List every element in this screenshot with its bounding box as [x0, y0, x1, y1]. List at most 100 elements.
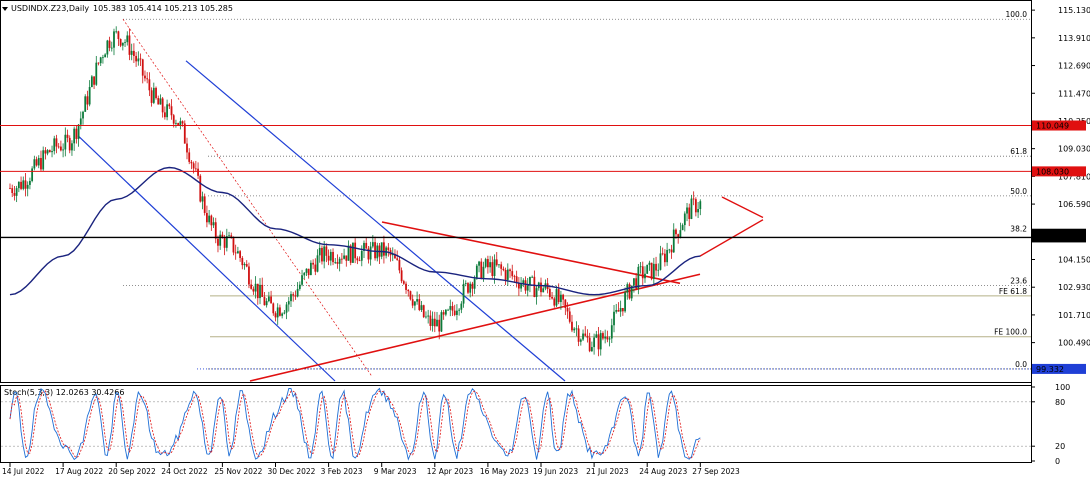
ohlc-label: 105.383 105.414 105.213 105.285	[93, 4, 233, 13]
candle-body	[363, 242, 365, 251]
candle-body	[163, 112, 166, 118]
candle-body	[79, 118, 82, 125]
candle-body	[590, 347, 593, 352]
candle-body	[146, 78, 149, 80]
candle-body	[690, 198, 693, 219]
candle-body	[225, 236, 228, 248]
time-tick-label: 24 Aug 2023	[639, 467, 687, 476]
candle-body	[493, 259, 496, 277]
price-marker-box	[1032, 166, 1086, 177]
candle-body	[429, 315, 432, 326]
candle-body	[517, 283, 520, 289]
candle-body	[135, 55, 138, 62]
candle-body	[356, 258, 359, 261]
candle-body	[254, 283, 257, 292]
candle-body	[230, 235, 233, 237]
price-tick-label: 113.910	[1058, 34, 1090, 43]
fib-level-label: 23.6	[1010, 277, 1027, 286]
candle-body	[568, 311, 571, 322]
candle-body	[276, 307, 279, 318]
time-tick-label: 14 Jul 2022	[2, 467, 45, 476]
channel-upper-line[interactable]	[185, 60, 566, 382]
candle-body	[498, 264, 500, 266]
candle-body	[172, 115, 175, 124]
candle-body	[20, 181, 22, 189]
candle-body	[82, 111, 84, 119]
candle-body	[409, 291, 412, 300]
fib-diagonal-line[interactable]	[122, 19, 373, 377]
candle-body	[314, 264, 317, 272]
candle-body	[697, 208, 699, 213]
candle-body	[95, 62, 98, 85]
price-tick-label: 112.690	[1058, 62, 1090, 71]
candle-body	[152, 87, 155, 103]
candle-body	[577, 328, 580, 342]
fib-level-label: 0.0	[1015, 360, 1027, 369]
candle-body	[13, 193, 16, 196]
candle-body	[31, 168, 34, 181]
candle-body	[584, 333, 587, 336]
candle-body	[478, 261, 480, 266]
fib-level-label: 50.0	[1010, 187, 1027, 196]
candle-body	[59, 146, 62, 151]
candle-body	[102, 57, 104, 59]
candle-body	[360, 250, 363, 261]
triangle-upper-line[interactable]	[721, 196, 764, 219]
candle-body	[243, 264, 246, 266]
candle-body	[579, 339, 582, 342]
time-tick-label: 30 Dec 2022	[268, 467, 316, 476]
candle-body	[298, 284, 301, 289]
candle-body	[688, 207, 691, 219]
candle-body	[316, 255, 319, 272]
candle-body	[482, 266, 485, 279]
candle-body	[349, 245, 352, 263]
candle-body	[588, 337, 591, 352]
candle-body	[64, 134, 67, 150]
candle-body	[624, 292, 626, 312]
candle-body	[526, 285, 529, 291]
candle-body	[471, 283, 474, 289]
candle-body	[456, 310, 458, 315]
candle-body	[24, 180, 27, 189]
candle-body	[104, 54, 107, 58]
candle-body	[188, 152, 191, 162]
candle-body	[340, 258, 343, 260]
candle-body	[533, 276, 536, 298]
candle-body	[458, 309, 461, 311]
candle-body	[86, 96, 89, 105]
candle-body	[595, 334, 598, 338]
candle-body	[150, 90, 153, 103]
candle-body	[402, 281, 405, 284]
candle-body	[115, 31, 118, 33]
candle-body	[93, 76, 95, 85]
resistance-trend-line[interactable]	[381, 221, 681, 285]
candle-body	[661, 253, 664, 255]
candle-body	[464, 283, 467, 284]
candle-body	[666, 249, 669, 263]
candle-body	[296, 288, 299, 297]
candle-body	[548, 289, 551, 297]
candle-body	[506, 269, 509, 280]
triangle-down-icon[interactable]	[2, 7, 8, 11]
candle-body	[214, 222, 217, 239]
candle-body	[467, 283, 469, 293]
candle-body	[190, 161, 193, 164]
candle-body	[128, 35, 131, 55]
candle-body	[422, 305, 425, 318]
candle-body	[15, 188, 18, 196]
candle-body	[500, 264, 503, 269]
candle-body	[637, 266, 640, 289]
candle-body	[391, 253, 394, 256]
candle-body	[285, 304, 288, 313]
candle-body	[582, 333, 584, 340]
stochastic-axis: 100 80 20 0	[1031, 383, 1070, 466]
candle-body	[396, 258, 399, 260]
candle-body	[347, 245, 350, 261]
candle-body	[354, 242, 357, 259]
candle-body	[535, 288, 538, 298]
candle-body	[234, 252, 237, 254]
candle-body	[504, 270, 507, 280]
candle-body	[679, 230, 682, 238]
channel-lower-line[interactable]	[77, 135, 336, 382]
